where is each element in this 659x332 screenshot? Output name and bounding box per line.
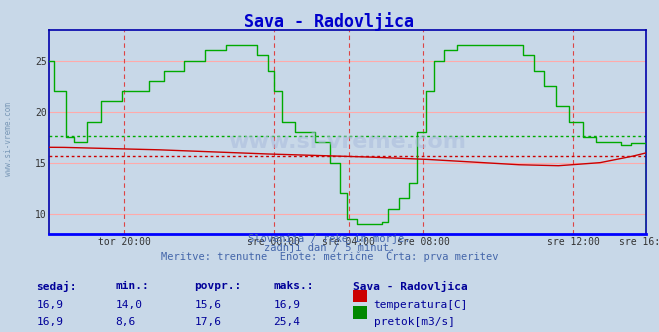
- Text: temperatura[C]: temperatura[C]: [374, 300, 468, 310]
- Text: Sava - Radovljica: Sava - Radovljica: [244, 12, 415, 31]
- Text: Slovenija / reke in morje.: Slovenija / reke in morje.: [248, 234, 411, 244]
- Text: sedaj:: sedaj:: [36, 281, 76, 291]
- Text: www.si-vreme.com: www.si-vreme.com: [229, 132, 467, 152]
- Text: 25,4: 25,4: [273, 317, 301, 327]
- Text: maks.:: maks.:: [273, 281, 314, 290]
- Text: 16,9: 16,9: [36, 300, 63, 310]
- Text: Sava - Radovljica: Sava - Radovljica: [353, 281, 467, 291]
- Text: 16,9: 16,9: [36, 317, 63, 327]
- Text: min.:: min.:: [115, 281, 149, 290]
- Text: Meritve: trenutne  Enote: metrične  Črta: prva meritev: Meritve: trenutne Enote: metrične Črta: …: [161, 250, 498, 262]
- Text: 8,6: 8,6: [115, 317, 136, 327]
- Text: www.si-vreme.com: www.si-vreme.com: [4, 103, 13, 176]
- Text: 16,9: 16,9: [273, 300, 301, 310]
- Text: pretok[m3/s]: pretok[m3/s]: [374, 317, 455, 327]
- Text: zadnji dan / 5 minut.: zadnji dan / 5 minut.: [264, 243, 395, 253]
- Text: 17,6: 17,6: [194, 317, 221, 327]
- Text: 15,6: 15,6: [194, 300, 221, 310]
- Text: 14,0: 14,0: [115, 300, 142, 310]
- Text: povpr.:: povpr.:: [194, 281, 242, 290]
